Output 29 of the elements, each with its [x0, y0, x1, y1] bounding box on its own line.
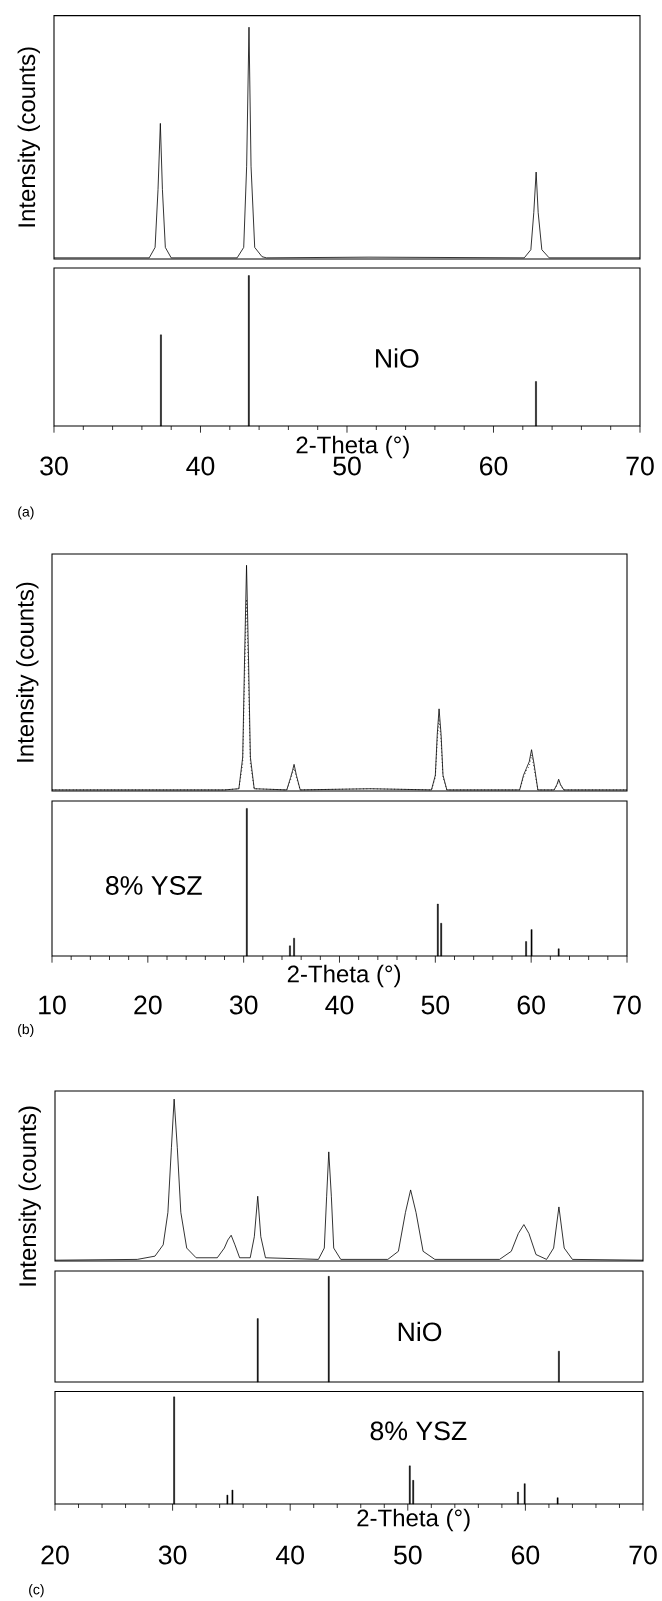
- x-tick-label: 20: [41, 1545, 69, 1565]
- x-tick-label: 10: [39, 995, 66, 1015]
- x-tick-label: 70: [629, 1545, 657, 1565]
- text: (c): [29, 1584, 44, 1598]
- x-tick-label: 70: [626, 456, 654, 476]
- annotation: NiO: [398, 1321, 442, 1342]
- x-tick-label: 30: [229, 995, 258, 1015]
- annotation: 8% YSZ: [106, 876, 202, 895]
- x-tick-label: 50: [421, 995, 450, 1015]
- text: (a): [18, 506, 34, 520]
- x-tick-label: 50: [394, 1545, 422, 1565]
- x-axis-title: 2-Theta (°): [357, 1508, 470, 1532]
- x-tick-label: 40: [325, 995, 354, 1015]
- x-tick-label: 60: [511, 1545, 540, 1565]
- y-axis-title: Intensity (counts): [16, 582, 39, 762]
- x-tick-label: 40: [186, 456, 215, 476]
- text: (b): [18, 1023, 34, 1037]
- annotation: NiO: [376, 348, 419, 368]
- x-tick-label: 60: [480, 456, 508, 476]
- x-tick-label: 20: [134, 995, 162, 1015]
- x-tick-label: 30: [40, 456, 68, 476]
- x-tick-label: 60: [517, 995, 545, 1015]
- annotation: 8% YSZ: [370, 1421, 467, 1441]
- x-axis-title: 2-Theta (°): [287, 964, 401, 988]
- x-tick-label: 30: [158, 1545, 187, 1565]
- x-tick-label: 40: [275, 1545, 304, 1565]
- y-axis-title: Intensity (counts): [17, 47, 40, 227]
- x-tick-label: 70: [613, 995, 641, 1015]
- y-axis-title: Intensity (counts): [18, 1106, 41, 1286]
